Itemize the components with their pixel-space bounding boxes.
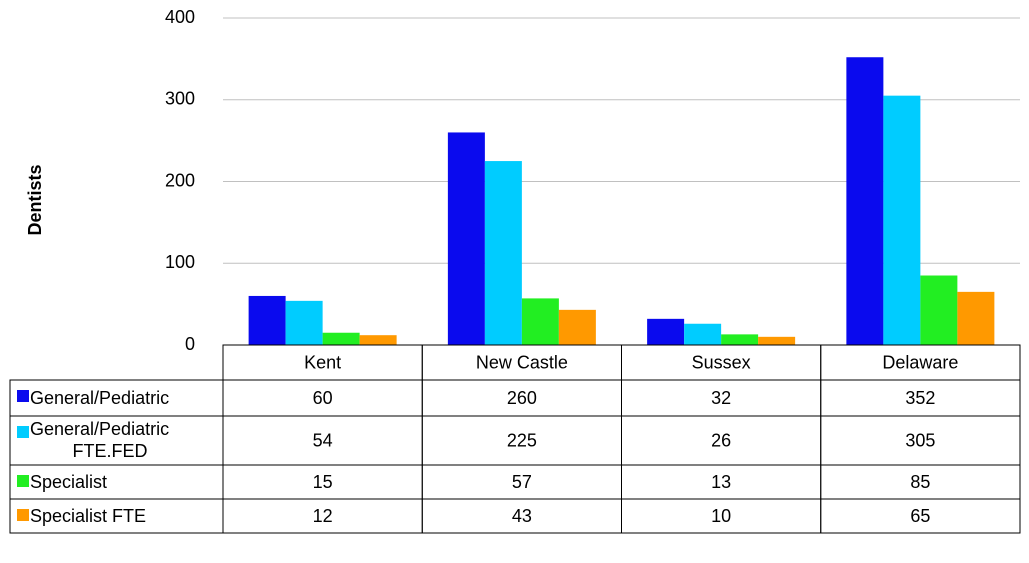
bar	[883, 95, 921, 345]
table-value: 85	[910, 472, 930, 492]
legend-key	[17, 475, 29, 487]
bar	[248, 295, 286, 345]
table-value: 54	[313, 430, 333, 450]
bar	[322, 332, 360, 345]
y-tick-label: 200	[165, 170, 195, 190]
category-label: New Castle	[476, 352, 568, 372]
table-value: 65	[910, 506, 930, 526]
bar	[758, 336, 796, 345]
table-value: 32	[711, 388, 731, 408]
legend-key	[17, 426, 29, 438]
table-value: 26	[711, 430, 731, 450]
legend-label: General/Pediatric	[30, 388, 169, 408]
table-cell	[820, 498, 1021, 534]
legend-label: Specialist FTE	[30, 506, 146, 526]
legend-label: Specialist	[30, 472, 107, 492]
bar	[521, 298, 559, 345]
table-value: 12	[313, 506, 333, 526]
bar	[846, 57, 884, 346]
bar	[721, 334, 759, 345]
bar	[285, 300, 323, 345]
table-value: 260	[507, 388, 537, 408]
bar	[484, 161, 522, 345]
legend-key	[17, 390, 29, 402]
table-value: 43	[512, 506, 532, 526]
legend-key	[17, 509, 29, 521]
category-label: Sussex	[692, 352, 751, 372]
bar	[558, 309, 596, 345]
y-tick-label: 100	[165, 252, 195, 272]
legend-label: General/Pediatric FTE.FED	[30, 419, 174, 461]
table-value: 60	[313, 388, 333, 408]
table-value: 57	[512, 472, 532, 492]
table-value: 10	[711, 506, 731, 526]
y-tick-label: 400	[165, 7, 195, 27]
bar	[684, 323, 722, 345]
table-value: 305	[905, 430, 935, 450]
y-axis-label: Dentists	[25, 164, 45, 235]
table-value: 352	[905, 388, 935, 408]
y-tick-label: 300	[165, 89, 195, 109]
bar	[447, 132, 485, 345]
bar	[359, 335, 397, 345]
y-tick-label: 0	[185, 334, 195, 354]
category-label: Kent	[304, 352, 341, 372]
table-value: 15	[313, 472, 333, 492]
table-value: 13	[711, 472, 731, 492]
bar	[920, 275, 958, 345]
bar	[647, 318, 685, 345]
category-label: Delaware	[882, 352, 958, 372]
bar	[957, 291, 995, 345]
table-value: 225	[507, 430, 537, 450]
